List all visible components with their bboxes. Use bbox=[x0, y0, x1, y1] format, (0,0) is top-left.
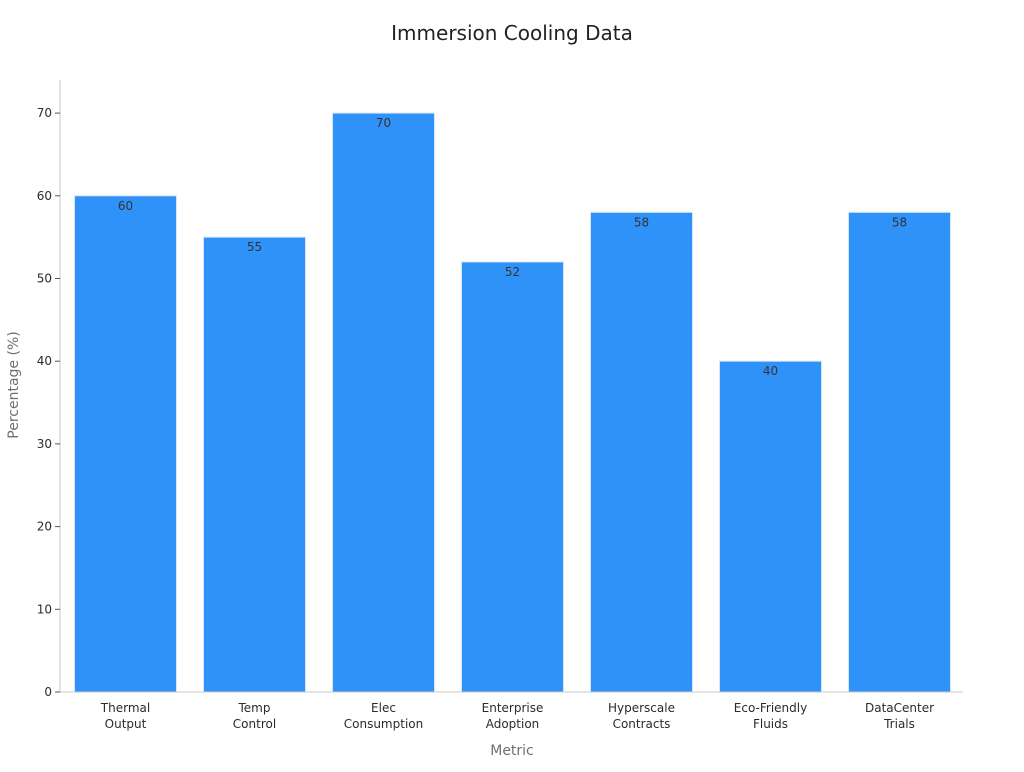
x-tick-label-line: Consumption bbox=[344, 717, 423, 731]
bar-value-label-3: 70 bbox=[376, 116, 391, 130]
x-tick-label-6: Eco-Friendly Fluids bbox=[734, 701, 807, 731]
y-axis-label: Percentage (%) bbox=[6, 331, 22, 438]
x-tick-label-line: Thermal bbox=[100, 701, 150, 715]
y-tick-label-60: 60 bbox=[37, 189, 52, 203]
bar-1 bbox=[74, 195, 177, 693]
x-tick-label-line: Output bbox=[105, 717, 147, 731]
y-tick-label-40: 40 bbox=[37, 354, 52, 368]
y-tick-label-30: 30 bbox=[37, 437, 52, 451]
x-tick-label-line: Hyperscale bbox=[608, 701, 675, 715]
chart-title: Immersion Cooling Data bbox=[391, 21, 633, 45]
y-tick-label-0: 0 bbox=[44, 685, 52, 699]
x-tick-label-7: DataCenter Trials bbox=[865, 701, 934, 731]
x-axis-label: Metric bbox=[490, 743, 534, 759]
x-tick-label-line: Eco-Friendly bbox=[734, 701, 807, 715]
y-tick-label-10: 10 bbox=[37, 602, 52, 616]
bar-value-label-1: 60 bbox=[118, 199, 133, 213]
bar-value-label-2: 55 bbox=[247, 240, 262, 254]
labels-layer: 60 55 70 52 58 40 58 0 10 20 30 40 50 60 70 Thermal Outp… bbox=[37, 106, 934, 731]
bar-4 bbox=[461, 261, 564, 693]
bar-value-label-4: 52 bbox=[505, 265, 520, 279]
y-tick-label-70: 70 bbox=[37, 106, 52, 120]
x-tick-label-2: Temp Control bbox=[233, 701, 276, 731]
x-tick-label-line: Fluids bbox=[753, 717, 788, 731]
bars-layer bbox=[74, 112, 951, 693]
bar-value-label-5: 58 bbox=[634, 215, 649, 229]
bar-7 bbox=[848, 211, 951, 693]
x-tick-label-5: Hyperscale Contracts bbox=[608, 701, 675, 731]
x-tick-label-line: Adoption bbox=[486, 717, 540, 731]
x-tick-label-line: Control bbox=[233, 717, 276, 731]
x-tick-label-1: Thermal Output bbox=[100, 701, 150, 731]
bar-value-label-7: 58 bbox=[892, 215, 907, 229]
x-tick-label-line: Trials bbox=[883, 717, 915, 731]
bar-6 bbox=[719, 360, 822, 693]
x-tick-label-line: Contracts bbox=[613, 717, 671, 731]
x-tick-label-line: Temp bbox=[238, 701, 271, 715]
bar-value-label-6: 40 bbox=[763, 364, 778, 378]
bar-5 bbox=[590, 211, 693, 693]
x-tick-label-4: Enterprise Adoption bbox=[482, 701, 544, 731]
bar-3 bbox=[332, 112, 435, 693]
x-tick-label-line: Enterprise bbox=[482, 701, 544, 715]
x-tick-label-3: Elec Consumption bbox=[344, 701, 423, 731]
y-tick-label-50: 50 bbox=[37, 271, 52, 285]
x-tick-label-line: Elec bbox=[371, 701, 396, 715]
axes-layer bbox=[55, 80, 963, 693]
x-tick-label-line: DataCenter bbox=[865, 701, 934, 715]
bar-2 bbox=[203, 236, 306, 693]
y-tick-label-20: 20 bbox=[37, 520, 52, 534]
